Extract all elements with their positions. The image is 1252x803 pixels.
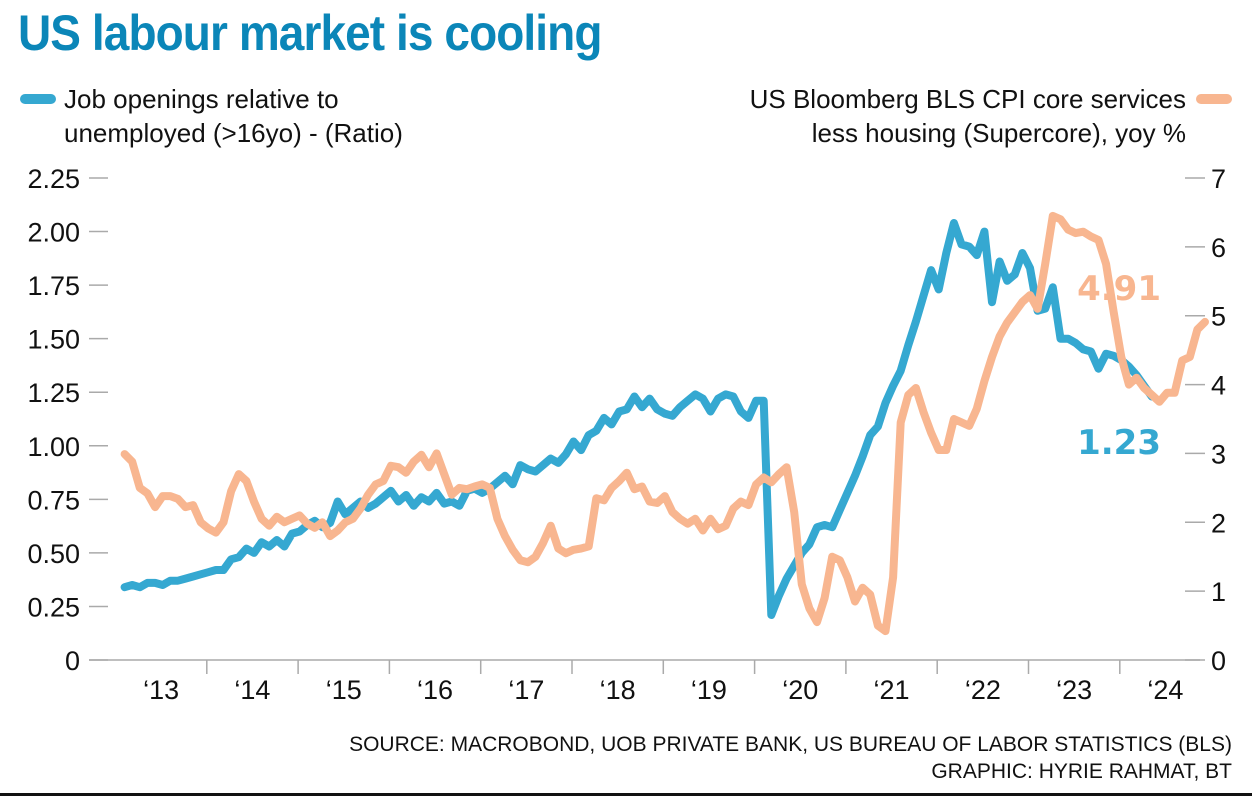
left-y-axis: 0 0.25 0.50 0.75 1.00 1.25 1.50 1.75 2.00 2.25 — [27, 164, 108, 676]
x-tick-label: ‘13 — [143, 675, 179, 705]
left-tick-label: 0 — [65, 646, 80, 676]
chart-title: US labour market is cooling — [18, 5, 602, 61]
supercore-end-label: 4.91 — [1077, 269, 1161, 309]
x-tick-label: ‘18 — [600, 675, 636, 705]
left-tick-label: 1.75 — [27, 271, 80, 301]
x-tick-label: ‘17 — [508, 675, 544, 705]
legend-supercore: US Bloomberg BLS CPI core services less … — [750, 82, 1186, 150]
left-tick-label: 2.25 — [27, 164, 80, 194]
legend-supercore-line2: less housing (Supercore), yoy % — [811, 118, 1186, 148]
series-layer — [120, 211, 1209, 636]
right-tick-label: 4 — [1211, 371, 1226, 401]
end-labels: 4.91 1.23 — [1077, 269, 1161, 463]
left-tick-label: 2.00 — [27, 218, 80, 248]
right-tick-label: 5 — [1211, 302, 1226, 332]
source-note: SOURCE: MACROBOND, UOB PRIVATE BANK, US … — [349, 733, 1232, 756]
x-tick-label: ‘14 — [234, 675, 270, 705]
bottom-rule — [0, 793, 1252, 796]
right-tick-label: 3 — [1211, 439, 1226, 469]
legend-supercore-line1: US Bloomberg BLS CPI core services — [749, 84, 1186, 114]
x-tick-label: ‘20 — [782, 675, 818, 705]
left-tick-label: 1.25 — [27, 378, 80, 408]
right-tick-label: 2 — [1211, 508, 1226, 538]
legend-job-openings-line1: Job openings relative to — [64, 84, 339, 114]
left-tick-label: 0.50 — [27, 539, 80, 569]
x-tick-label: ‘16 — [417, 675, 453, 705]
x-tick-label: ‘24 — [1147, 675, 1183, 705]
right-tick-label: 0 — [1211, 646, 1226, 676]
left-tick-label: 1.00 — [27, 432, 80, 462]
x-tick-label: ‘19 — [691, 675, 727, 705]
x-tick-label: ‘23 — [1056, 675, 1092, 705]
left-tick-label: 0.75 — [27, 485, 80, 515]
legend-job-openings: Job openings relative to unemployed (>16… — [64, 82, 403, 150]
graphic-credit: GRAPHIC: HYRIE RAHMAT, BT — [931, 760, 1232, 783]
job-openings-end-label: 1.23 — [1077, 423, 1161, 463]
right-tick-label: 7 — [1211, 164, 1226, 194]
legend-swatch-supercore — [1196, 94, 1232, 104]
legend-swatch-job-openings — [20, 94, 56, 104]
x-tick-label: ‘22 — [965, 675, 1001, 705]
x-tick-label: ‘15 — [326, 675, 362, 705]
supercore-line — [120, 211, 1209, 636]
x-axis: ‘13 ‘14 ‘15 ‘16 ‘17 ‘18 ‘19 ‘20 ‘21 ‘22 ‘23 ‘24 — [89, 659, 1200, 705]
x-tick-label: ‘21 — [874, 675, 910, 705]
left-tick-label: 1.50 — [27, 325, 80, 355]
right-tick-label: 1 — [1211, 577, 1226, 607]
job-openings-line — [120, 219, 1156, 619]
right-y-axis: 0 1 2 3 4 5 6 7 — [1185, 164, 1226, 676]
left-tick-label: 0.25 — [27, 592, 80, 622]
legend-job-openings-line2: unemployed (>16yo) - (Ratio) — [64, 118, 403, 148]
right-tick-label: 6 — [1211, 233, 1226, 263]
